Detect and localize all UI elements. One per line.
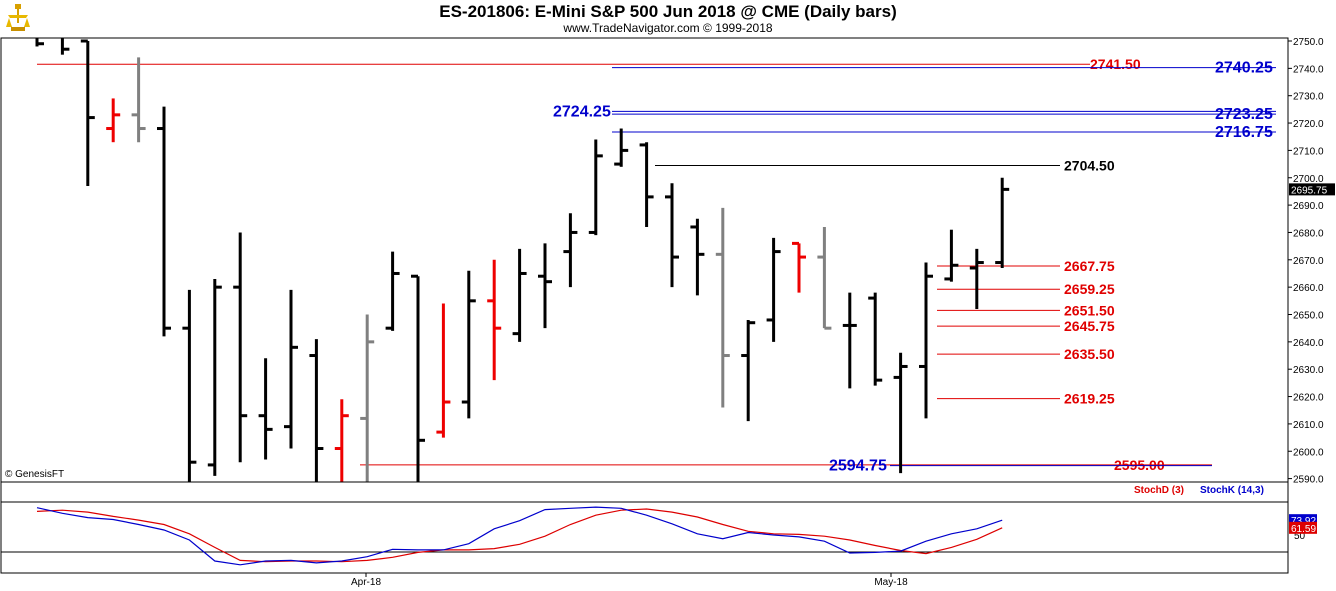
price-tick-label: 2700.0 [1293,174,1324,185]
level-label: 2645.75 [1064,318,1115,334]
price-tick-label: 2670.0 [1293,256,1324,267]
price-tick-label: 2590.0 [1293,475,1324,486]
stochk-legend: StochK (14,3) [1200,485,1264,496]
price-tick-label: 2660.0 [1293,283,1324,294]
price-tick-label: 2750.0 [1293,37,1324,48]
level-label: 2651.50 [1064,302,1115,318]
price-tick-label: 2620.0 [1293,393,1324,404]
date-axis: Apr-18 May-18 [351,573,908,588]
last-price-label: 2695.75 [1291,185,1328,196]
price-tick-label: 2710.0 [1293,146,1324,157]
stochd-line [36,508,1003,563]
price-tick-label: 2720.0 [1293,119,1324,130]
stochk-value: 73.92 [1291,516,1316,527]
price-bars [35,38,1010,482]
price-tick-label: 2740.0 [1293,64,1324,75]
price-tick-label: 2690.0 [1293,201,1324,212]
stochastic-tick-label: 50 [1294,531,1306,542]
price-tick-label: 2730.0 [1293,92,1324,103]
level-label: 2740.25 [1215,60,1273,77]
stochastic-panel-frame [0,481,1289,574]
price-tick-label: 2650.0 [1293,311,1324,322]
stochd-value-tag [1289,521,1317,534]
level-label: 2635.50 [1064,346,1115,362]
level-label: 2741.50 [1090,56,1141,72]
level-label: 2594.75 [829,458,887,475]
level-label: 2667.75 [1064,258,1115,274]
chart-title: ES-201806: E-Mini S&P 500 Jun 2018 @ CME… [439,2,897,21]
price-axis: 2590.0 2600.0 2610.0 2620.0 2630.0 2640.0 2650… [1288,37,1335,486]
stochd-value: 61.59 [1291,524,1316,535]
last-price-tag [1289,183,1335,196]
level-label: 2659.25 [1064,281,1115,297]
level-label: 2723.25 [1215,106,1273,123]
price-tick-label: 2600.0 [1293,447,1324,458]
level-label: 2619.25 [1064,391,1115,407]
price-tick-label: 2630.0 [1293,365,1324,376]
level-label: 2724.25 [553,103,611,120]
stochastic-panel: StochD (3) StochK (14,3) [0,481,1289,574]
level-label: 2716.75 [1215,124,1273,141]
price-tick-label: 2680.0 [1293,228,1324,239]
stochk-line [36,506,1003,566]
date-label: Apr-18 [351,577,381,588]
stochastic-lines [36,506,1003,566]
level-label: 2595.00 [1114,457,1165,473]
level-label: 2704.50 [1064,157,1115,173]
price-tick-label: 2640.0 [1293,338,1324,349]
copyright-label: © GenesisFT [5,469,64,480]
chart-header: ES-201806: E-Mini S&P 500 Jun 2018 @ CME… [0,0,1336,38]
stochd-legend: StochD (3) [1134,485,1184,496]
price-tick-label: 2610.0 [1293,420,1324,431]
chart-subtitle: www.TradeNavigator.com © 1999-2018 [563,21,773,35]
logo-icon [4,3,32,38]
date-label: May-18 [874,577,908,588]
